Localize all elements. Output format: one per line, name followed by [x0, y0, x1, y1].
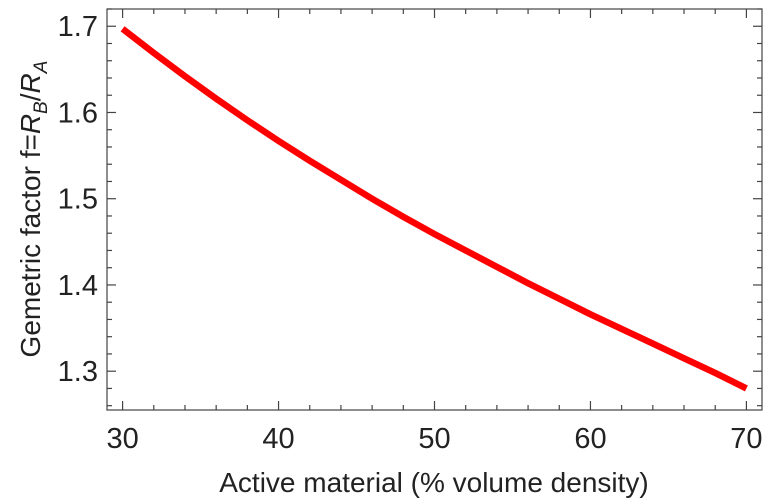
y-axis-label-sub2: A: [31, 61, 52, 75]
y-tick-label: 1.7: [58, 11, 98, 43]
tick-labels-layer: 30 40 50 60 70 1.3 1.4 1.5 1.6 1.7: [58, 11, 763, 455]
y-tick-label: 1.5: [58, 184, 98, 216]
y-axis-label-sub1: B: [31, 101, 52, 114]
y-axis-label: Gemetric factor f=RB/RA: [15, 61, 52, 358]
x-tick-label: 50: [418, 423, 450, 455]
x-tick-label: 30: [106, 423, 138, 455]
series-line: [123, 29, 747, 389]
y-axis-label-var1: R: [15, 114, 46, 134]
y-axis-label-var2: R: [15, 73, 46, 93]
y-tick-label: 1.4: [58, 270, 98, 302]
x-tick-label: 40: [262, 423, 294, 455]
y-tick-label: 1.3: [58, 356, 98, 388]
x-axis-label: Active material (% volume density): [219, 467, 648, 498]
x-tick-label: 70: [730, 423, 762, 455]
x-tick-label: 60: [574, 423, 606, 455]
y-axis-label-prefix: Gemetric factor f=: [15, 134, 46, 357]
y-tick-label: 1.6: [58, 97, 98, 129]
series-layer: [123, 29, 747, 389]
